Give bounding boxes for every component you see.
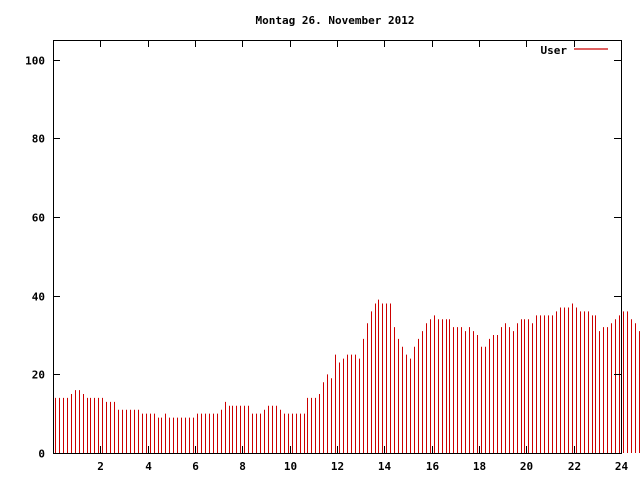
y-tick-label: 40 xyxy=(32,291,45,304)
bar-series-user xyxy=(55,299,640,453)
y-tick-label: 100 xyxy=(25,55,45,68)
x-tick-label: 16 xyxy=(426,460,440,473)
x-tick-label: 12 xyxy=(331,460,344,473)
y-tick-label: 60 xyxy=(32,212,45,225)
legend-label-user: User xyxy=(541,44,568,57)
y-tick-label: 80 xyxy=(32,133,45,146)
x-tick-label: 10 xyxy=(284,460,297,473)
x-tick-label: 6 xyxy=(192,460,199,473)
x-tick-label: 4 xyxy=(145,460,152,473)
y-tick-label: 20 xyxy=(32,369,45,382)
x-tick-label: 14 xyxy=(378,460,392,473)
y-tick-label: 0 xyxy=(38,448,45,461)
x-tick-label: 8 xyxy=(239,460,246,473)
legend: User xyxy=(541,44,608,57)
x-tick-label: 2 xyxy=(97,460,104,473)
chart-title: Montag 26. November 2012 xyxy=(256,14,415,27)
x-tick-label: 24 xyxy=(615,460,629,473)
x-tick-label: 20 xyxy=(520,460,533,473)
x-tick-label: 18 xyxy=(473,460,486,473)
x-tick-label: 22 xyxy=(568,460,581,473)
